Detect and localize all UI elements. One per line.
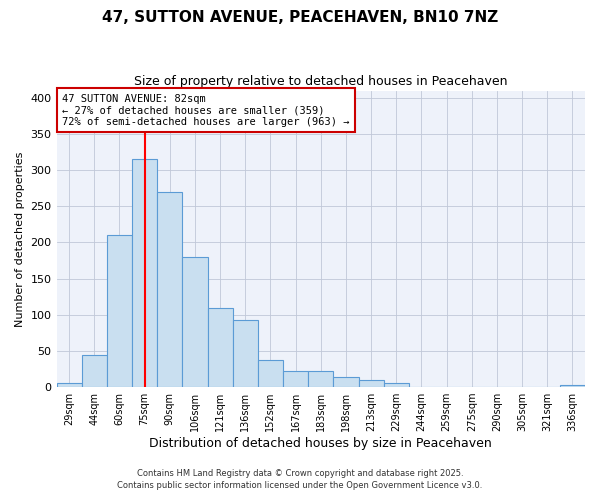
Bar <box>383 384 409 387</box>
Bar <box>82 356 107 387</box>
Title: Size of property relative to detached houses in Peacehaven: Size of property relative to detached ho… <box>134 75 508 88</box>
X-axis label: Distribution of detached houses by size in Peacehaven: Distribution of detached houses by size … <box>149 437 492 450</box>
Bar <box>107 235 132 387</box>
Y-axis label: Number of detached properties: Number of detached properties <box>15 151 25 326</box>
Bar <box>132 160 157 387</box>
Bar <box>182 257 208 387</box>
Bar <box>334 377 359 387</box>
Bar <box>359 380 383 387</box>
Bar <box>208 308 233 387</box>
Bar <box>258 360 283 387</box>
Bar <box>308 371 334 387</box>
Text: 47 SUTTON AVENUE: 82sqm
← 27% of detached houses are smaller (359)
72% of semi-d: 47 SUTTON AVENUE: 82sqm ← 27% of detache… <box>62 94 349 126</box>
Bar <box>157 192 182 387</box>
Text: 47, SUTTON AVENUE, PEACEHAVEN, BN10 7NZ: 47, SUTTON AVENUE, PEACEHAVEN, BN10 7NZ <box>102 10 498 25</box>
Bar <box>56 384 82 387</box>
Text: Contains HM Land Registry data © Crown copyright and database right 2025.
Contai: Contains HM Land Registry data © Crown c… <box>118 468 482 490</box>
Bar <box>233 320 258 387</box>
Bar <box>560 385 585 387</box>
Bar <box>283 371 308 387</box>
